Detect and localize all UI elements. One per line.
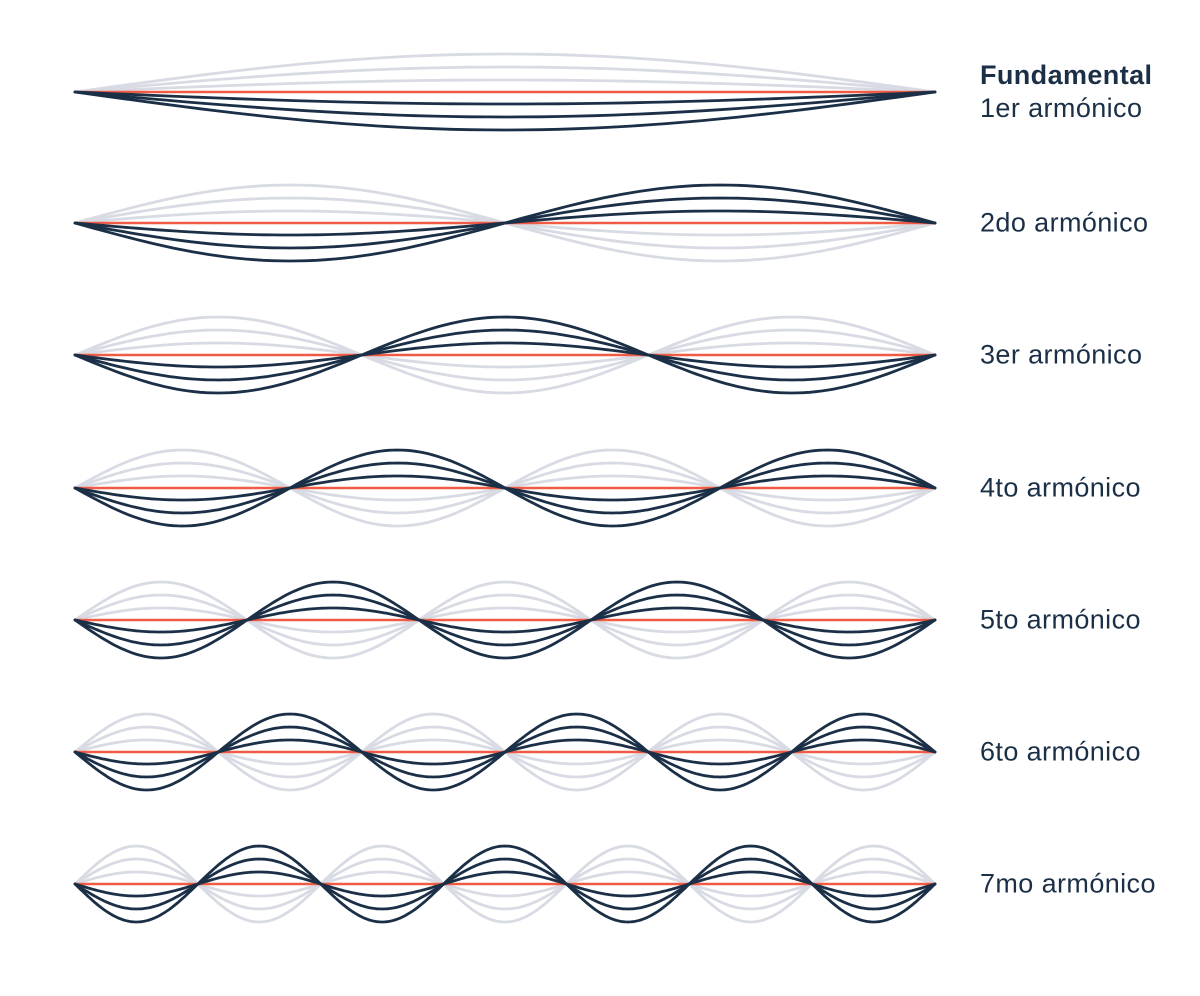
wave-lower-phase	[73, 328, 937, 382]
row-title-fundamental: Fundamental	[980, 60, 1153, 90]
wave-upper-phase	[73, 315, 937, 395]
wave-lower-phase	[73, 90, 937, 132]
row-label-fundamental: Fundamental 1er armónico	[980, 59, 1152, 125]
wave-upper-phase	[73, 52, 937, 94]
wave-upper-phase	[73, 78, 937, 94]
wave-upper-phase	[73, 593, 937, 647]
wave-lower-phase	[73, 870, 937, 898]
wave-lower-phase	[73, 606, 937, 634]
harmonic-5-waves	[73, 580, 937, 660]
wave-lower-phase	[73, 844, 937, 924]
wave-upper-phase	[73, 328, 937, 382]
wave-lower-phase	[73, 593, 937, 647]
wave-lower-phase	[73, 580, 937, 660]
harmonic-4-waves	[73, 448, 937, 528]
row-label-2nd-harmonic: 2do armónico	[980, 207, 1149, 238]
wave-upper-phase	[73, 606, 937, 634]
wave-upper-phase	[73, 580, 937, 660]
harmonic-2-waves	[73, 183, 937, 263]
row-label-5th-harmonic: 5to armónico	[980, 604, 1141, 635]
harmonic-3-waves	[73, 315, 937, 395]
wave-lower-phase	[73, 341, 937, 369]
wave-lower-phase	[73, 712, 937, 792]
harmonic-6-waves	[73, 712, 937, 792]
row-label-7th-harmonic: 7mo armónico	[980, 868, 1156, 899]
wave-upper-phase	[73, 844, 937, 924]
wave-lower-phase	[73, 90, 937, 106]
wave-lower-phase	[73, 183, 937, 263]
wave-upper-phase	[73, 870, 937, 898]
wave-upper-phase	[73, 65, 937, 94]
row-label-4th-harmonic: 4to armónico	[980, 472, 1141, 503]
harmonic-7-waves	[73, 844, 937, 924]
wave-lower-phase	[73, 448, 937, 528]
row-label-6th-harmonic: 6to armónico	[980, 736, 1141, 767]
wave-lower-phase	[73, 857, 937, 911]
row-label-3rd-harmonic: 3er armónico	[980, 339, 1143, 370]
wave-upper-phase	[73, 857, 937, 911]
wave-lower-phase	[73, 90, 937, 119]
row-sublabel-1st-harmonic: 1er armónico	[980, 93, 1143, 123]
wave-lower-phase	[73, 315, 937, 395]
wave-upper-phase	[73, 341, 937, 369]
harmonic-1-waves	[73, 52, 937, 132]
